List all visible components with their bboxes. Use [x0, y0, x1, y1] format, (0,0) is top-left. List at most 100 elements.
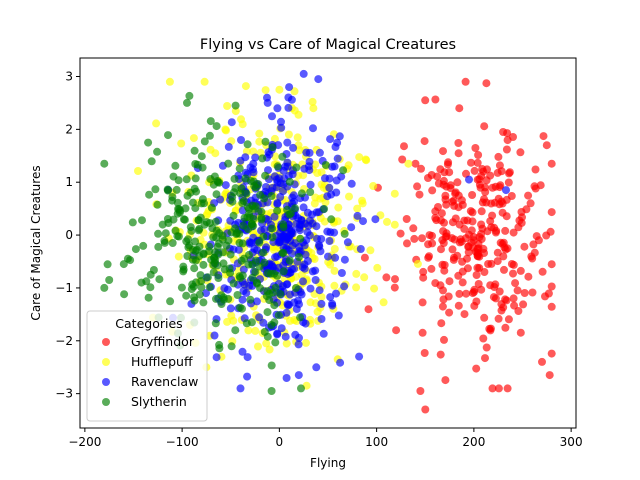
data-point	[288, 249, 297, 258]
data-point	[465, 175, 473, 184]
data-point	[448, 245, 457, 254]
data-point	[139, 241, 148, 250]
data-point	[254, 342, 262, 351]
data-point	[151, 185, 160, 194]
data-point	[347, 223, 356, 232]
data-point	[479, 334, 488, 343]
data-point	[153, 147, 162, 156]
data-point	[443, 160, 452, 169]
data-point	[297, 384, 305, 393]
data-point	[273, 271, 282, 280]
data-point	[282, 339, 291, 348]
data-point	[390, 220, 399, 229]
data-point	[205, 131, 214, 140]
y-tick-label: 1	[65, 175, 73, 189]
data-point	[249, 168, 258, 177]
data-point	[434, 203, 442, 211]
data-point	[314, 75, 323, 84]
data-point	[494, 384, 503, 393]
data-point	[494, 152, 503, 161]
data-point	[315, 148, 324, 157]
data-point	[251, 326, 260, 335]
data-point	[438, 302, 447, 311]
data-point	[340, 255, 349, 264]
data-point	[207, 203, 216, 212]
data-point	[458, 278, 467, 287]
data-point	[493, 257, 502, 266]
data-point	[470, 301, 479, 310]
data-point	[306, 284, 315, 293]
data-point	[509, 133, 517, 141]
data-point	[276, 290, 285, 298]
data-point	[247, 318, 256, 327]
data-point	[526, 199, 535, 208]
points-layer	[100, 69, 556, 414]
data-point	[182, 291, 191, 300]
data-point	[145, 190, 154, 199]
data-point	[233, 291, 242, 299]
data-point	[413, 182, 422, 191]
data-point	[284, 301, 292, 310]
data-point	[185, 91, 194, 100]
data-point	[165, 77, 174, 86]
data-point	[456, 235, 465, 244]
data-point	[194, 216, 203, 225]
data-point	[240, 213, 249, 222]
data-point	[371, 215, 380, 224]
data-point	[311, 193, 320, 202]
data-point	[308, 219, 317, 228]
data-point	[474, 244, 483, 253]
x-tick-label: 200	[462, 435, 485, 449]
data-point	[199, 298, 208, 307]
data-point	[431, 95, 440, 104]
data-point	[199, 260, 208, 269]
data-point	[500, 243, 509, 252]
data-point	[199, 250, 208, 259]
data-point	[547, 159, 556, 168]
data-point	[333, 138, 342, 147]
data-point	[492, 226, 501, 235]
data-point	[200, 137, 209, 146]
data-point	[497, 167, 506, 176]
data-point	[463, 254, 471, 263]
x-tick-label: −100	[166, 435, 199, 449]
data-point	[297, 189, 306, 198]
data-point	[237, 115, 245, 124]
data-point	[362, 156, 371, 165]
data-point	[264, 215, 272, 224]
data-point	[330, 281, 339, 290]
data-point	[306, 188, 315, 197]
data-point	[337, 269, 346, 277]
data-point	[144, 293, 153, 302]
data-point	[474, 280, 483, 288]
data-point	[284, 93, 293, 102]
data-point	[295, 226, 304, 235]
data-point	[265, 345, 274, 354]
x-tick-label: 100	[365, 435, 388, 449]
data-point	[358, 196, 366, 205]
data-point	[265, 150, 274, 159]
x-tick-label: −200	[68, 435, 101, 449]
data-point	[212, 122, 221, 131]
data-point	[261, 137, 270, 146]
data-point	[260, 258, 269, 267]
data-point	[520, 242, 529, 251]
data-point	[364, 305, 373, 314]
data-point	[517, 208, 526, 216]
data-point	[242, 288, 251, 297]
data-point	[516, 328, 525, 337]
data-point	[251, 153, 260, 162]
data-point	[230, 188, 238, 197]
data-point	[317, 299, 326, 308]
data-point	[191, 204, 200, 213]
data-point	[317, 315, 326, 323]
legend-marker	[102, 378, 110, 386]
data-point	[155, 275, 164, 284]
data-point	[292, 284, 300, 292]
data-point	[294, 340, 303, 349]
data-point	[299, 69, 308, 78]
data-point	[197, 283, 206, 292]
data-point	[171, 226, 180, 235]
data-point	[468, 191, 477, 199]
